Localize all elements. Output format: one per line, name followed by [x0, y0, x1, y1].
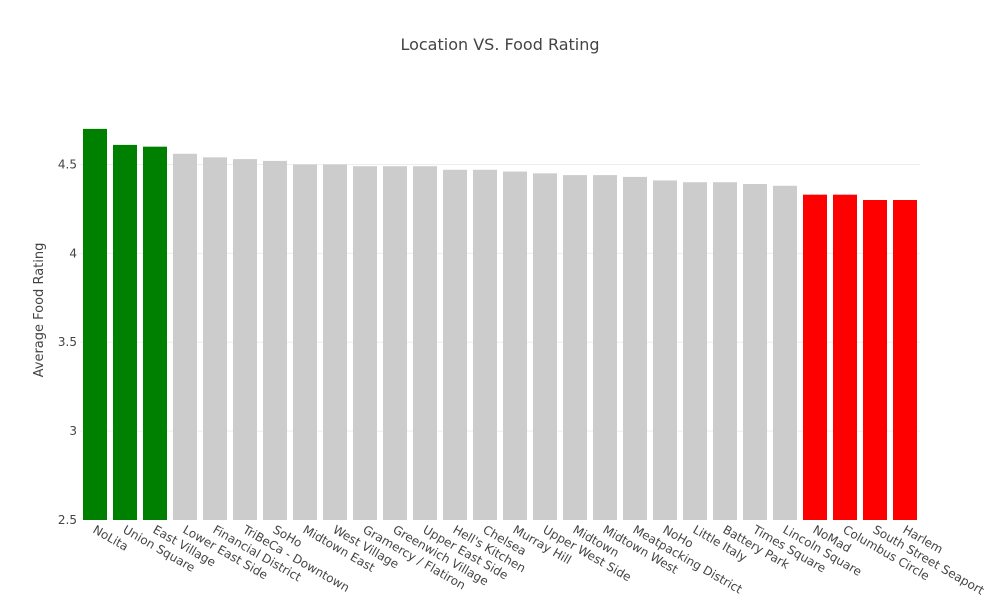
bar[interactable]: [473, 169, 497, 520]
bar[interactable]: [263, 160, 287, 520]
y-tick-label: 2.5: [58, 513, 77, 527]
bar[interactable]: [113, 144, 137, 520]
bar[interactable]: [683, 182, 707, 520]
y-tick-label: 3: [69, 424, 77, 438]
bar[interactable]: [143, 146, 167, 520]
bar[interactable]: [503, 171, 527, 521]
bar[interactable]: [623, 176, 647, 520]
chart-title: Location VS. Food Rating: [400, 35, 599, 54]
y-tick-label: 4: [69, 246, 77, 260]
bar[interactable]: [803, 194, 827, 520]
bars: [83, 128, 917, 521]
bar[interactable]: [713, 182, 737, 520]
bar[interactable]: [653, 180, 677, 520]
bar[interactable]: [833, 194, 857, 520]
bar[interactable]: [353, 166, 377, 520]
y-axis-ticks: 2.5 3 3.5 4 4.5: [58, 157, 77, 527]
bar[interactable]: [233, 159, 257, 520]
bar[interactable]: [593, 175, 617, 520]
bar[interactable]: [383, 166, 407, 520]
y-tick-label: 4.5: [58, 157, 77, 171]
bar[interactable]: [323, 164, 347, 520]
bar[interactable]: [773, 185, 797, 520]
bar[interactable]: [83, 128, 107, 520]
bar[interactable]: [863, 200, 887, 520]
y-tick-label: 3.5: [58, 335, 77, 349]
bar[interactable]: [413, 166, 437, 520]
y-axis-title: Average Food Rating: [32, 243, 47, 378]
bar[interactable]: [743, 184, 767, 520]
bar[interactable]: [443, 169, 467, 520]
bar[interactable]: [533, 173, 557, 521]
bar[interactable]: [203, 157, 227, 521]
bar[interactable]: [563, 175, 587, 520]
bar[interactable]: [293, 164, 317, 520]
bar[interactable]: [173, 153, 197, 520]
bar[interactable]: [893, 200, 917, 520]
